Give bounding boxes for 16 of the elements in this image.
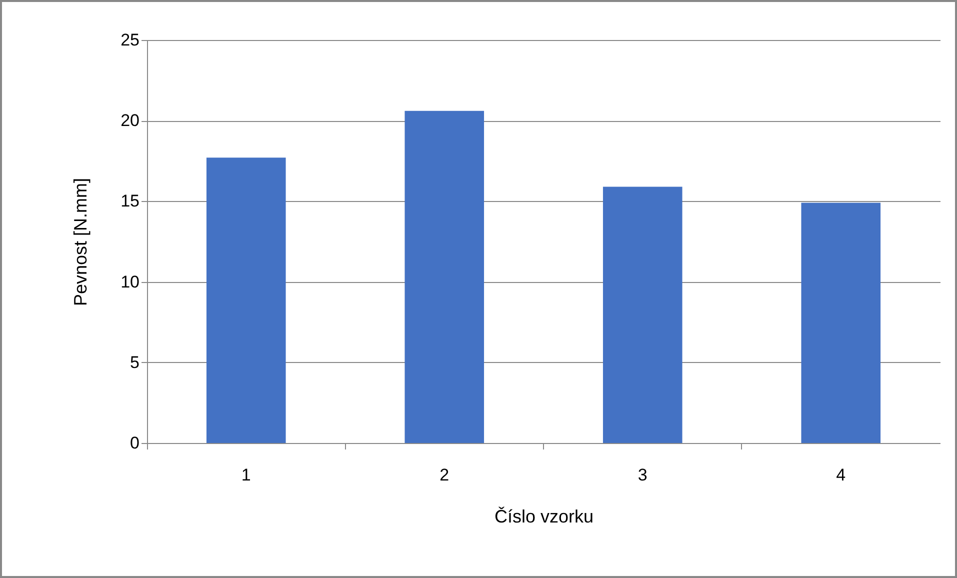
y-axis-title: Pevnost [N.mm] <box>70 178 91 306</box>
bar <box>602 186 682 443</box>
y-tick-label: 0 <box>130 434 140 452</box>
x-tick-label: 2 <box>440 466 450 484</box>
y-tick-label: 15 <box>120 192 140 211</box>
y-tick-label: 20 <box>120 111 140 130</box>
x-axis-title: Číslo vzorku <box>494 506 594 526</box>
x-tick-label: 1 <box>241 466 251 484</box>
y-tick-label: 5 <box>130 352 140 372</box>
x-tick-label: 3 <box>638 466 648 484</box>
y-tick-label: 25 <box>120 30 140 50</box>
bar <box>206 158 286 443</box>
bar <box>801 202 881 443</box>
bar <box>404 110 484 443</box>
y-tick-label: 10 <box>120 272 140 292</box>
x-tick-label: 4 <box>836 466 846 484</box>
